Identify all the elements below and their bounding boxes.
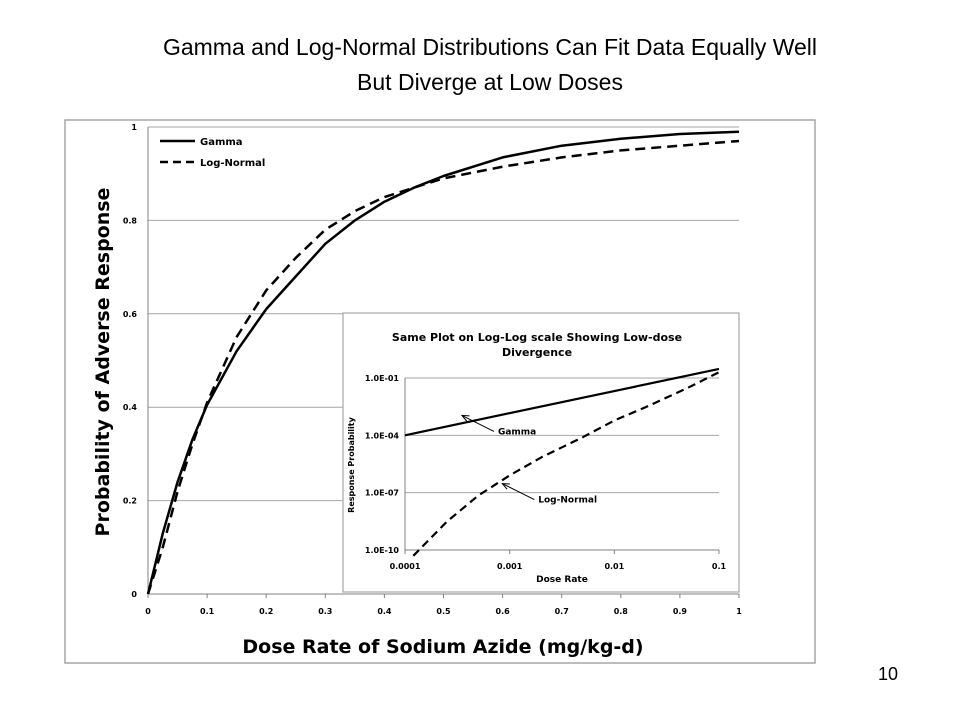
series-line-log-normal xyxy=(146,139,740,595)
inset-y-tick-label: 1.0E-10 xyxy=(365,546,400,555)
annotation-label-log-normal: Log-Normal xyxy=(538,496,597,506)
inset-chart: Same Plot on Log-Log scale Showing Low-d… xyxy=(342,312,740,593)
annotation-arrow-log-normal xyxy=(502,484,535,500)
inset-frame xyxy=(342,312,740,593)
inset-x-tick-label: 0.01 xyxy=(604,562,624,571)
main-y-axis-label: Probability of Adverse Response xyxy=(92,188,114,537)
main-x-tick-label: 0.9 xyxy=(673,607,688,616)
inset-series-line-gamma xyxy=(404,367,720,437)
main-y-tick-label: 0.4 xyxy=(123,403,138,412)
inset-x-tick-label: 0.0001 xyxy=(390,562,421,571)
main-y-tick-label: 0 xyxy=(131,590,137,599)
inset-title-line-1: Same Plot on Log-Log scale Showing Low-d… xyxy=(392,331,682,344)
inset-title-line-2: Divergence xyxy=(502,346,572,359)
slide-title-line-1: Gamma and Log-Normal Distributions Can F… xyxy=(162,34,818,60)
main-x-tick-label: 0.4 xyxy=(377,607,392,616)
inset-annotations: Gamma Log-Normal xyxy=(462,415,597,506)
inset-gridlines xyxy=(405,377,719,494)
slide-title: Gamma and Log-Normal Distributions Can F… xyxy=(60,30,920,100)
slide-title-line-2: But Diverge at Low Doses xyxy=(357,69,623,95)
annotation-arrow-gamma xyxy=(462,415,495,432)
inset-x-axis-label: Dose Rate xyxy=(536,575,588,585)
legend-label-gamma: Gamma xyxy=(200,137,243,148)
inset-x-tick-label: 0.1 xyxy=(712,562,727,571)
main-x-tick-label: 0.6 xyxy=(496,607,511,616)
main-x-tick-label: 0.8 xyxy=(614,607,629,616)
inset-x-tick-label: 0.001 xyxy=(497,562,523,571)
main-legend: Gamma Log-Normal xyxy=(160,137,265,169)
main-x-tick-label: 0.3 xyxy=(318,607,332,616)
main-tick-labels: 0 0.2 0.4 0.6 0.8 1 0 0.1 0.2 0.3 0.4 0.5 0.6 0.7 0.8 0… xyxy=(123,123,742,616)
inset-series-line-log-normal xyxy=(412,371,720,557)
main-x-tick-label: 0.7 xyxy=(555,607,569,616)
inset-axes xyxy=(404,378,720,554)
annotation-label-gamma: Gamma xyxy=(498,427,536,437)
main-y-tick-label: 0.6 xyxy=(123,310,138,319)
main-x-tick-label: 0.5 xyxy=(436,607,451,616)
main-y-tick-label: 0.2 xyxy=(123,497,137,506)
main-axes xyxy=(147,127,740,598)
main-y-tick-label: 0.8 xyxy=(123,216,138,225)
main-x-tick-label: 1 xyxy=(736,607,742,616)
series-line-gamma xyxy=(146,130,740,595)
inset-tick-labels: 1.0E-10 1.0E-07 1.0E-04 1.0E-01 0.0001 0.001 0… xyxy=(365,374,727,571)
inset-y-axis-label: Response Probability xyxy=(347,416,356,512)
inset-y-tick-label: 1.0E-07 xyxy=(365,489,399,498)
main-series xyxy=(146,130,740,595)
inset-y-tick-label: 1.0E-04 xyxy=(365,431,400,440)
main-x-tick-label: 0.2 xyxy=(259,607,273,616)
main-x-tick-label: 0 xyxy=(145,607,151,616)
page-number: 10 xyxy=(878,664,899,684)
inset-y-tick-label: 1.0E-01 xyxy=(365,374,400,383)
main-x-axis-label: Dose Rate of Sodium Azide (mg/kg-d) xyxy=(242,636,643,658)
inset-series xyxy=(404,367,720,557)
main-x-tick-label: 0.1 xyxy=(200,607,215,616)
main-y-tick-label: 1 xyxy=(131,123,137,132)
legend-label-log-normal: Log-Normal xyxy=(200,158,265,169)
